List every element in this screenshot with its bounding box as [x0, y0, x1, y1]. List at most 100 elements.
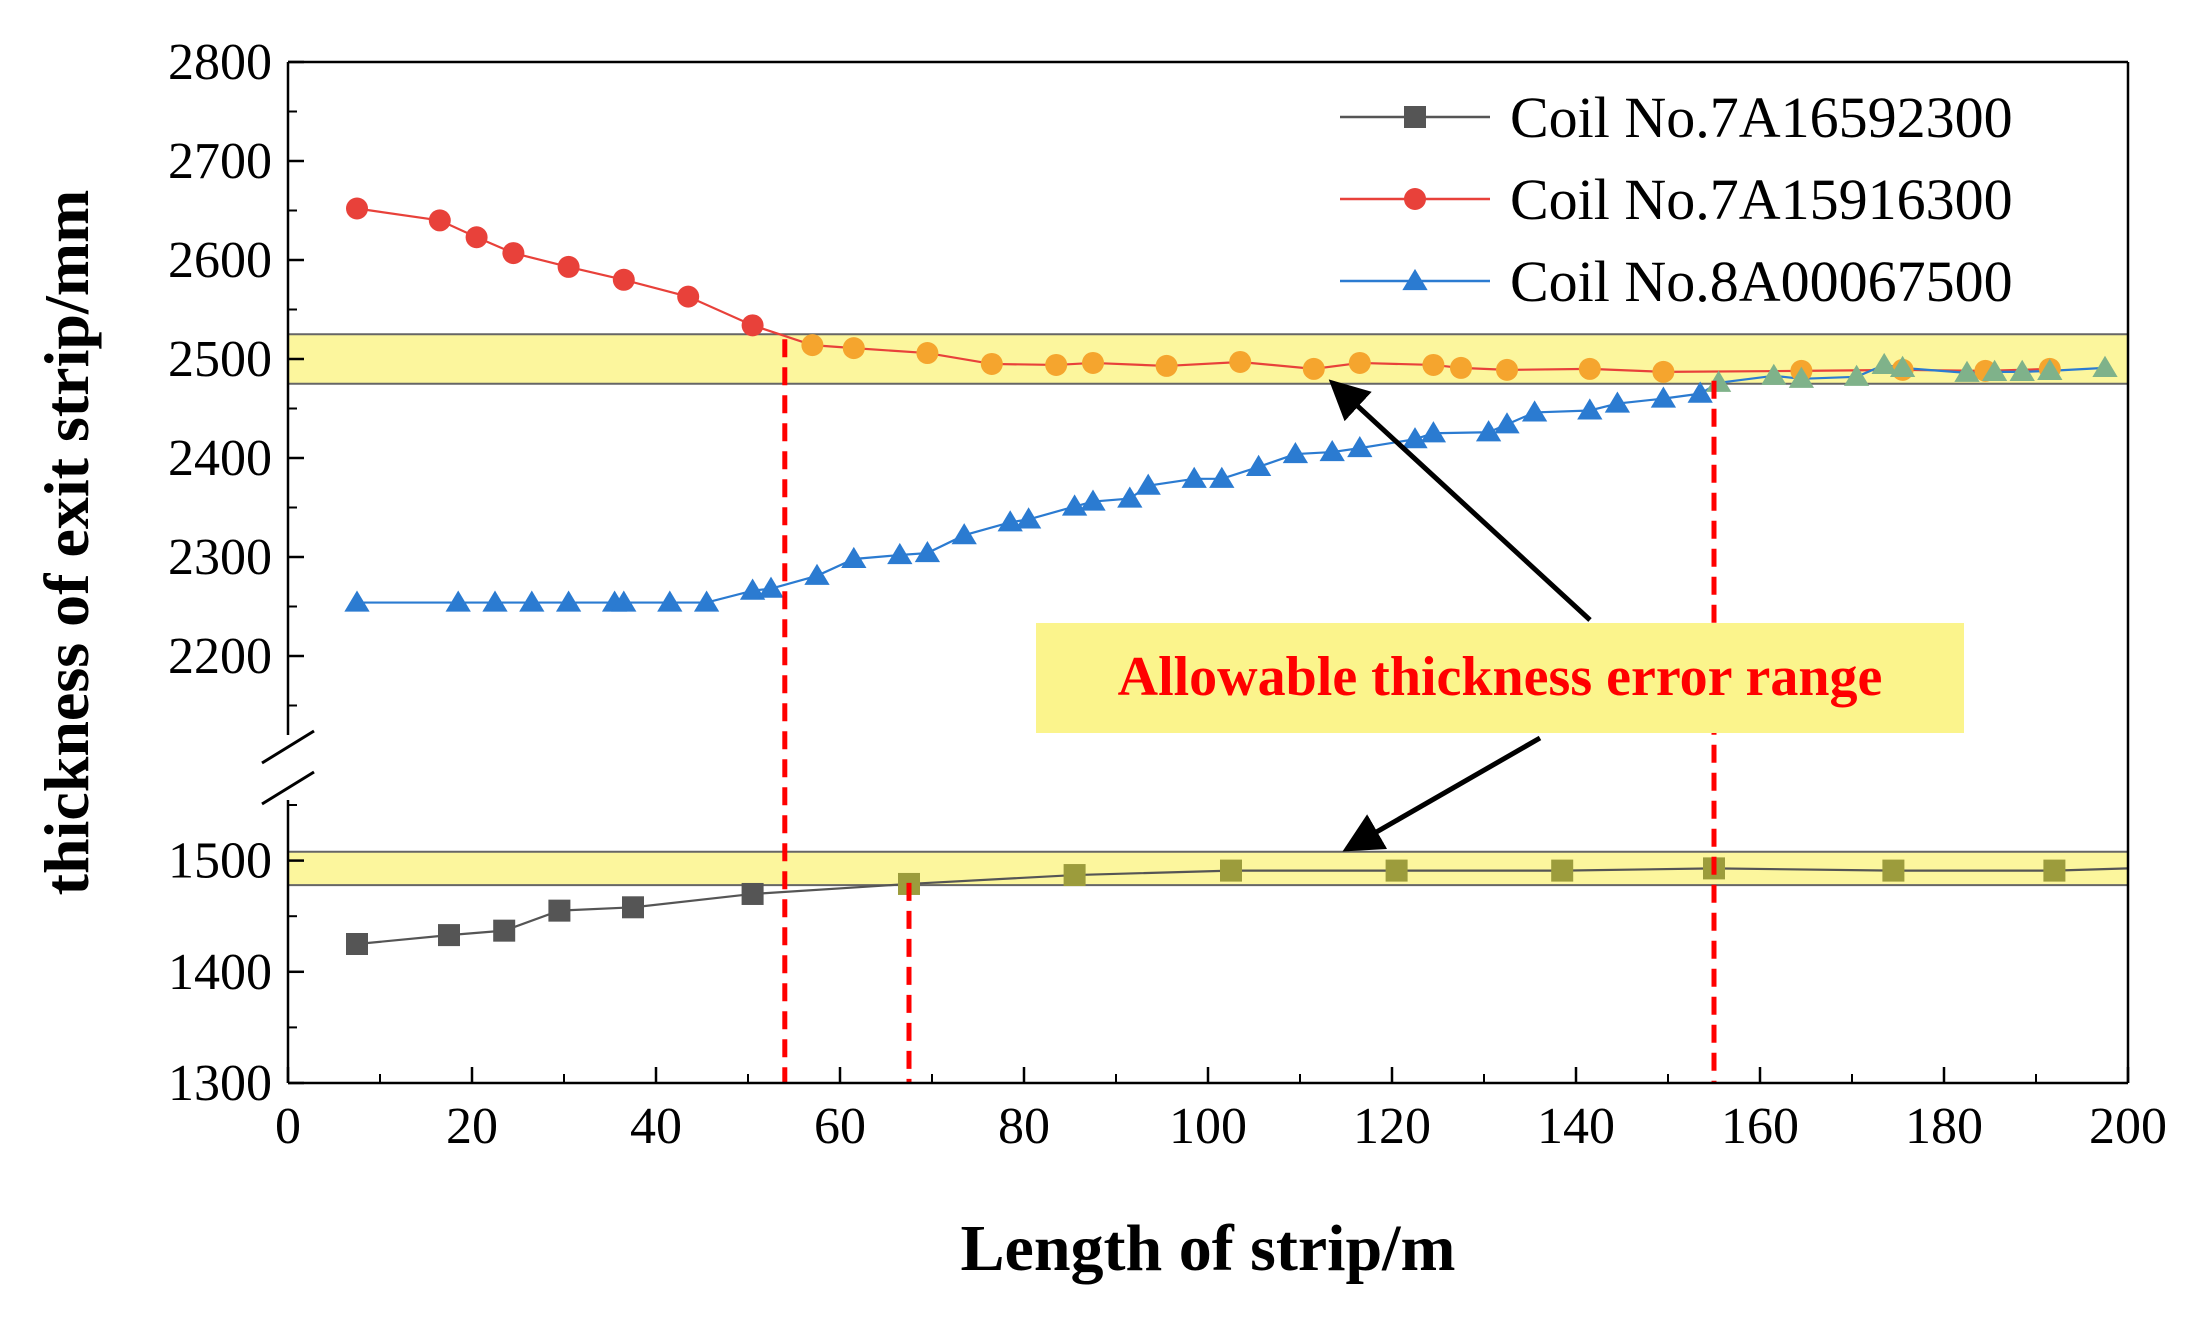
legend-marker-2	[1402, 268, 1428, 291]
marker-s2-p40	[1843, 364, 1870, 386]
tolerance-bands	[288, 333, 2128, 887]
marker-s0-p1	[438, 924, 460, 947]
marker-s2-p7	[657, 590, 683, 612]
annotation-box	[1036, 623, 1964, 733]
marker-s2-p22	[1181, 466, 1207, 488]
y-tick-label-0: 1300	[168, 1055, 272, 1112]
marker-s2-p17	[1015, 507, 1042, 529]
marker-s1-p6	[677, 285, 700, 308]
marker-s2-p34	[1604, 391, 1631, 413]
marker-s1-p5	[612, 268, 635, 291]
marker-s2-p38	[1761, 363, 1787, 385]
y-tick-label-7: 2600	[168, 232, 272, 289]
marker-s0-p4	[622, 896, 644, 919]
x-tick-label-1: 20	[446, 1098, 498, 1155]
marker-s2-p9	[739, 578, 766, 600]
marker-s2-p25	[1282, 441, 1309, 464]
marker-s1-p14	[1155, 354, 1178, 377]
marker-s2-p11	[804, 563, 830, 585]
marker-s2-p1	[445, 590, 471, 612]
marker-s2-p29	[1420, 421, 1447, 443]
y-tick-label-8: 2700	[168, 133, 272, 190]
legend-label-2: Coil No.8A00067500	[1510, 249, 2013, 314]
marker-s2-p15	[951, 523, 977, 545]
marker-s2-p19	[1080, 489, 1106, 511]
marker-s1-p8	[801, 334, 824, 357]
marker-s2-p31	[1494, 412, 1520, 434]
marker-s2-p4	[555, 590, 582, 612]
marker-s0-p8	[1220, 859, 1242, 882]
marker-s0-p2	[493, 919, 516, 942]
marker-s2-p43	[1954, 360, 1980, 382]
x-tick-label-5: 100	[1169, 1098, 1247, 1155]
marker-s1-p11	[980, 352, 1003, 375]
x-tick-label-9: 180	[1905, 1098, 1983, 1155]
y-tick-label-5: 2400	[168, 430, 272, 487]
legend: Coil No.7A16592300 Coil No.7A15916300 Coil…	[1340, 85, 2013, 314]
marker-s2-p14	[914, 540, 941, 563]
x-tick-label-10: 200	[2089, 1098, 2167, 1155]
marker-s0-p7	[1063, 864, 1086, 887]
series-lines	[356, 207, 2129, 946]
legend-label-1: Coil No.7A15916300	[1510, 167, 2013, 232]
x-tick-label-3: 60	[814, 1098, 866, 1155]
marker-s2-p41	[1871, 352, 1897, 375]
y-axis-label: thickness of exit strip/mm	[31, 190, 102, 896]
marker-s0-p13	[2043, 859, 2066, 882]
x-tick-label-0: 0	[275, 1098, 301, 1155]
marker-s2-p28	[1402, 427, 1428, 449]
annotation-arrow-upper	[1328, 379, 1592, 622]
marker-s1-p15	[1229, 350, 1252, 373]
tolerance-band-0	[288, 334, 2128, 384]
x-tick-label-7: 140	[1537, 1098, 1615, 1155]
x-tick-label-6: 120	[1353, 1098, 1431, 1155]
marker-s2-p8	[693, 590, 720, 612]
y-tick-label-6: 2500	[168, 331, 272, 388]
marker-s2-p10	[758, 576, 784, 598]
marker-s2-p21	[1135, 473, 1161, 495]
tolerance-band-1	[288, 851, 2128, 886]
axis-break-mark-2	[261, 770, 315, 806]
marker-s2-p35	[1650, 386, 1677, 408]
marker-s0-p9	[1385, 859, 1408, 882]
marker-s2-p32	[1521, 400, 1548, 422]
marker-s2-p2	[482, 590, 508, 612]
marker-s2-p20	[1117, 486, 1143, 508]
y-tick-label-1: 1400	[168, 944, 272, 1001]
marker-s0-p5	[741, 882, 764, 905]
marker-s1-p16	[1302, 357, 1325, 380]
marker-s1-p22	[1652, 360, 1675, 383]
marker-s1-p4	[557, 255, 580, 278]
marker-s2-p27	[1347, 436, 1373, 458]
marker-s2-p46	[2037, 358, 2063, 380]
annotation-text: Allowable thickness error range	[1118, 646, 1883, 708]
marker-s1-p10	[916, 342, 939, 365]
marker-s2-p13	[887, 542, 913, 565]
marker-s2-p45	[2009, 359, 2035, 381]
marker-s1-p12	[1045, 353, 1068, 376]
y-tick-label-9: 2800	[168, 34, 272, 91]
marker-s2-p44	[1981, 359, 2008, 381]
marker-s1-p19	[1450, 356, 1472, 379]
axis-break-mark-1	[261, 729, 315, 765]
marker-s1-p13	[1082, 351, 1104, 374]
x-tick-label-4: 80	[998, 1098, 1050, 1155]
marker-s2-p12	[841, 546, 867, 569]
marker-s1-p18	[1422, 353, 1445, 376]
y-tick-label-2: 1500	[168, 833, 272, 890]
marker-s2-p30	[1475, 420, 1502, 442]
legend-label-0: Coil No.7A16592300	[1510, 85, 2013, 150]
legend-marker-0	[1404, 106, 1426, 128]
x-tick-label-8: 160	[1721, 1098, 1799, 1155]
marker-s2-p39	[1788, 366, 1815, 388]
marker-s0-p10	[1551, 859, 1574, 882]
marker-s2-p23	[1209, 466, 1235, 488]
y-tick-label-4: 2300	[168, 529, 272, 586]
x-axis-label: Length of strip/m	[961, 1212, 1456, 1285]
marker-s2-p26	[1319, 439, 1345, 462]
legend-marker-1	[1404, 188, 1426, 210]
marker-s2-p42	[1889, 355, 1916, 377]
marker-s2-p0	[344, 590, 370, 612]
